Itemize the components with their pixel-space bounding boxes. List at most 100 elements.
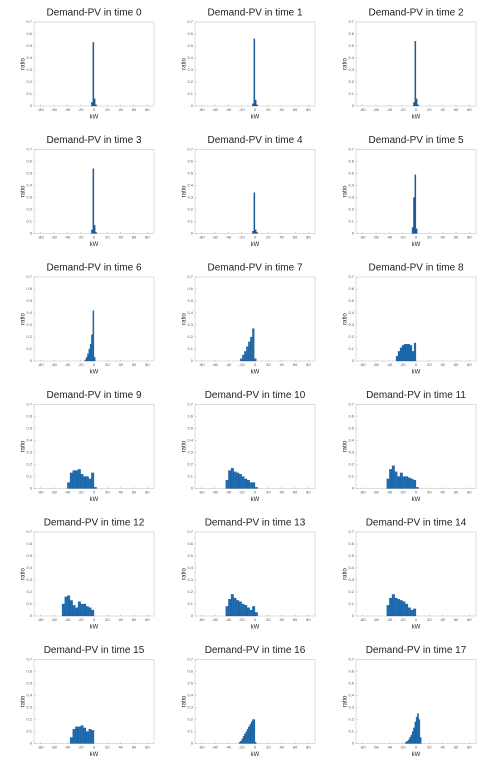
y-axis-label: ratio bbox=[182, 440, 188, 452]
chart-title: Demand-PV in time 15 bbox=[44, 645, 145, 656]
histogram-bar bbox=[75, 607, 79, 617]
y-tick-label: 0.2 bbox=[187, 462, 193, 467]
histogram-bar bbox=[241, 476, 245, 489]
x-tick-label: -20 bbox=[239, 107, 246, 112]
histogram-bar bbox=[92, 42, 95, 107]
x-axis-label: kW bbox=[90, 242, 99, 248]
histogram-bar bbox=[386, 605, 390, 617]
x-tick-label: -60 bbox=[51, 617, 58, 622]
x-tick-label: -40 bbox=[64, 745, 71, 750]
x-tick-label: -80 bbox=[199, 617, 206, 622]
x-tick-label: 0 bbox=[415, 235, 418, 240]
histogram-bar bbox=[256, 104, 258, 107]
x-tick-label: 20 bbox=[427, 490, 432, 495]
x-tick-label: 80 bbox=[145, 617, 150, 622]
x-tick-label: 60 bbox=[293, 745, 298, 750]
x-axis-label: kW bbox=[412, 752, 421, 758]
y-tick-label: 0.5 bbox=[26, 298, 32, 303]
histogram-bar bbox=[248, 341, 251, 362]
y-tick-label: 0.2 bbox=[26, 589, 32, 594]
histogram-bar bbox=[414, 174, 417, 234]
x-tick-label: 80 bbox=[467, 617, 472, 622]
y-tick-label: 0.6 bbox=[187, 159, 193, 164]
histogram-bar bbox=[228, 470, 232, 489]
chart-title: Demand-PV in time 7 bbox=[207, 263, 302, 274]
y-tick-label: 0.3 bbox=[348, 450, 354, 455]
y-axis-label: ratio bbox=[182, 568, 188, 580]
histogram-bar bbox=[91, 472, 95, 489]
x-tick-label: 0 bbox=[415, 107, 418, 112]
y-tick-label: 0 bbox=[191, 741, 194, 746]
histogram-bar bbox=[246, 480, 250, 489]
histogram-bar bbox=[72, 605, 76, 617]
x-axis-label: kW bbox=[90, 625, 99, 631]
x-tick-label: -40 bbox=[64, 617, 71, 622]
y-tick-label: 0.7 bbox=[26, 19, 32, 24]
x-tick-label: 20 bbox=[427, 617, 432, 622]
histogram-bar bbox=[254, 742, 257, 744]
x-tick-label: -60 bbox=[212, 745, 219, 750]
y-tick-label: 0.2 bbox=[26, 717, 32, 722]
x-tick-label: 60 bbox=[454, 107, 459, 112]
x-tick-label: 0 bbox=[415, 745, 418, 750]
x-tick-label: 20 bbox=[105, 235, 110, 240]
x-tick-label: 80 bbox=[145, 362, 150, 367]
x-tick-label: 40 bbox=[279, 490, 284, 495]
x-tick-label: -80 bbox=[360, 617, 367, 622]
y-tick-label: 0 bbox=[352, 741, 355, 746]
x-tick-label: -40 bbox=[386, 617, 393, 622]
y-axis-label: ratio bbox=[182, 58, 188, 70]
histogram-bar bbox=[394, 471, 398, 489]
x-tick-label: 80 bbox=[467, 107, 472, 112]
y-tick-label: 0.4 bbox=[348, 183, 354, 188]
y-tick-label: 0.7 bbox=[26, 529, 32, 534]
histogram-bar bbox=[399, 347, 403, 362]
histogram-bar bbox=[236, 600, 240, 617]
histogram-bar bbox=[405, 344, 409, 362]
histogram-bar bbox=[402, 476, 406, 489]
x-tick-label: -60 bbox=[373, 617, 380, 622]
x-tick-label: -40 bbox=[386, 107, 393, 112]
x-tick-label: -40 bbox=[225, 107, 232, 112]
y-tick-label: 0.7 bbox=[26, 274, 32, 279]
y-tick-label: 0.2 bbox=[26, 462, 32, 467]
x-tick-label: -80 bbox=[360, 107, 367, 112]
y-tick-label: 0.3 bbox=[26, 322, 32, 327]
y-tick-label: 0.3 bbox=[187, 450, 193, 455]
histogram-bar bbox=[252, 606, 256, 617]
y-tick-label: 0.7 bbox=[187, 529, 193, 534]
x-tick-label: 0 bbox=[415, 362, 418, 367]
y-tick-label: 0 bbox=[352, 358, 355, 363]
x-tick-label: -80 bbox=[360, 362, 367, 367]
histogram-bar bbox=[238, 474, 242, 489]
histogram-bar bbox=[410, 609, 414, 617]
histogram-bar bbox=[410, 478, 414, 489]
x-tick-label: 0 bbox=[415, 490, 418, 495]
x-tick-label: -80 bbox=[38, 745, 45, 750]
y-tick-label: 0.6 bbox=[348, 414, 354, 419]
x-axis-label: kW bbox=[412, 625, 421, 631]
y-tick-label: 0.4 bbox=[26, 693, 32, 698]
histogram-bar bbox=[91, 229, 93, 234]
histogram-bar bbox=[256, 232, 258, 234]
y-tick-label: 0.6 bbox=[348, 541, 354, 546]
y-tick-label: 0.1 bbox=[26, 474, 32, 479]
y-tick-label: 0.2 bbox=[348, 207, 354, 212]
histogram-bar bbox=[72, 728, 76, 744]
y-tick-label: 0.2 bbox=[26, 207, 32, 212]
y-axis-label: ratio bbox=[21, 440, 27, 452]
histogram-bar bbox=[89, 344, 92, 362]
histogram-bar bbox=[75, 470, 79, 489]
plot-frame bbox=[194, 404, 316, 489]
histogram-bar bbox=[84, 359, 87, 362]
histogram-bar bbox=[93, 357, 96, 362]
histogram-bar bbox=[415, 98, 418, 107]
histogram-bar bbox=[253, 38, 256, 107]
histogram-bar bbox=[69, 600, 73, 617]
y-tick-label: 0 bbox=[191, 358, 194, 363]
x-tick-label: 0 bbox=[93, 107, 96, 112]
plot-frame bbox=[194, 531, 316, 617]
histogram-bar bbox=[414, 41, 417, 107]
x-tick-label: -20 bbox=[239, 617, 246, 622]
y-tick-label: 0.2 bbox=[187, 207, 193, 212]
